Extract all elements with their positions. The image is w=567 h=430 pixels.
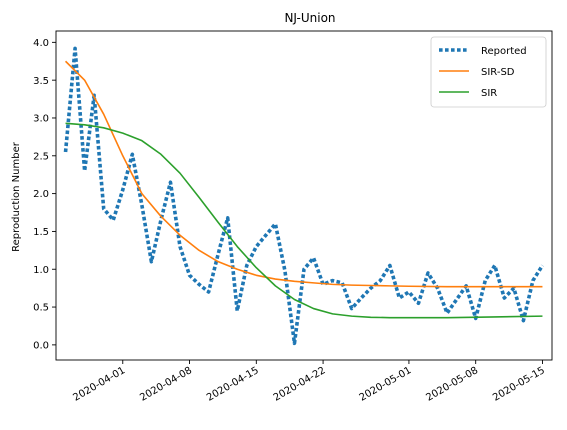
y-tick-label: 1.5	[33, 227, 49, 238]
series-line-sir	[65, 122, 543, 319]
legend-label: SIR-SD	[481, 67, 515, 78]
series-line-reported	[63, 46, 544, 346]
y-axis-label: Reproduction Number	[11, 141, 22, 252]
legend: Reported SIR-SD SIR	[430, 36, 547, 108]
y-tick-label: 3.0	[33, 114, 49, 125]
y-tick-label: 2.5	[33, 151, 49, 162]
chart-title: NJ-Union	[284, 11, 335, 25]
legend-label: SIR	[481, 88, 497, 99]
y-tick-label: 0.5	[33, 303, 49, 314]
y-tick-label: 1.0	[33, 265, 49, 276]
plot-frame	[55, 30, 553, 361]
legend-box	[430, 36, 547, 108]
y-tick-label: 0.0	[33, 340, 49, 351]
y-tick-label: 2.0	[33, 189, 49, 200]
y-tick-label: 4.0	[33, 38, 49, 49]
legend-label: Reported	[481, 46, 527, 57]
plot-area	[63, 46, 544, 346]
y-tick-label: 3.5	[33, 76, 49, 87]
